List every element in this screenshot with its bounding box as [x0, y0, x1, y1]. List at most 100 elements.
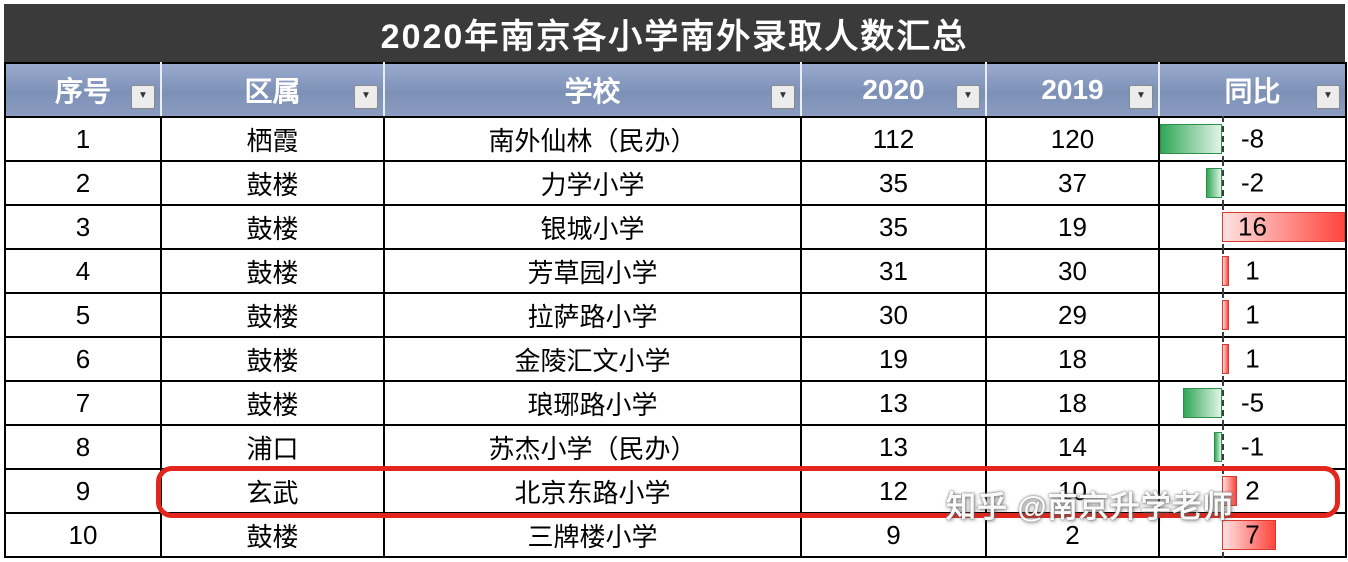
diff-value: 1	[1245, 255, 1260, 286]
cell-diff: -8	[1158, 116, 1347, 162]
cell-2019: 18	[985, 336, 1160, 382]
cell-diff: 7	[1158, 512, 1347, 558]
column-header-diff: 同比 ▼	[1158, 62, 1347, 118]
databar-axis	[1221, 424, 1224, 470]
table-title: 2020年南京各小学南外录取人数汇总	[4, 4, 1345, 62]
cell-no: 3	[4, 204, 162, 250]
databar	[1221, 344, 1230, 374]
cell-2020: 31	[800, 248, 987, 294]
cell-no: 7	[4, 380, 162, 426]
cell-2020: 13	[800, 424, 987, 470]
table-row: 1 栖霞 南外仙林（民办） 112 120 -8	[4, 116, 1347, 162]
column-header-label: 学校	[564, 76, 621, 107]
filter-dropdown-button[interactable]: ▼	[1316, 85, 1340, 109]
cell-district: 鼓楼	[160, 336, 385, 382]
databar	[1221, 300, 1230, 330]
cell-no: 2	[4, 160, 162, 206]
table-row: 6 鼓楼 金陵汇文小学 19 18 1	[4, 336, 1347, 382]
filter-dropdown-button[interactable]: ▼	[354, 85, 378, 109]
cell-no: 4	[4, 248, 162, 294]
databar	[1160, 124, 1222, 154]
cell-diff: -1	[1158, 424, 1347, 470]
cell-district: 玄武	[160, 468, 385, 514]
cell-district: 鼓楼	[160, 292, 385, 338]
header-row: 序号 ▼ 区属 ▼ 学校 ▼ 2020 ▼	[4, 62, 1347, 118]
cell-district: 栖霞	[160, 116, 385, 162]
cell-no: 5	[4, 292, 162, 338]
filter-dropdown-button[interactable]: ▼	[771, 85, 795, 109]
table-row: 2 鼓楼 力学小学 35 37 -2	[4, 160, 1347, 206]
table-row: 4 鼓楼 芳草园小学 31 30 1	[4, 248, 1347, 294]
column-header-district: 区属 ▼	[160, 62, 385, 118]
databar-axis	[1221, 160, 1224, 206]
databar	[1221, 476, 1238, 506]
diff-value: 7	[1245, 519, 1260, 550]
cell-2020: 112	[800, 116, 987, 162]
watermark: 知乎 @南京升学老师	[946, 491, 1234, 524]
cell-school: 琅琊路小学	[383, 380, 802, 426]
diff-value: -8	[1240, 123, 1265, 154]
cell-2020: 35	[800, 160, 987, 206]
cell-school: 三牌楼小学	[383, 512, 802, 558]
column-header-no: 序号 ▼	[4, 62, 162, 118]
cell-district: 鼓楼	[160, 204, 385, 250]
table-row: 3 鼓楼 银城小学 35 19 16	[4, 204, 1347, 250]
table-row-highlighted: 9 玄武 北京东路小学 12 10 2	[4, 468, 1347, 514]
column-header-2019: 2019 ▼	[985, 62, 1160, 118]
cell-2020: 13	[800, 380, 987, 426]
filter-dropdown-button[interactable]: ▼	[131, 85, 155, 109]
diff-value: 16	[1238, 211, 1267, 242]
cell-no: 9	[4, 468, 162, 514]
cell-2020: 12	[800, 468, 987, 514]
cell-diff: -5	[1158, 380, 1347, 426]
databar	[1206, 168, 1222, 198]
databar	[1221, 520, 1276, 550]
cell-school: 拉萨路小学	[383, 292, 802, 338]
cell-school: 金陵汇文小学	[383, 336, 802, 382]
summary-table: 2020年南京各小学南外录取人数汇总 序号 ▼ 区属 ▼ 学校	[4, 4, 1347, 558]
filter-dropdown-button[interactable]: ▼	[956, 85, 980, 109]
column-header-label: 区属	[244, 76, 301, 107]
cell-district: 浦口	[160, 424, 385, 470]
cell-2020: 30	[800, 292, 987, 338]
cell-2020: 9	[800, 512, 987, 558]
databar	[1213, 432, 1222, 462]
cell-district: 鼓楼	[160, 512, 385, 558]
diff-value: 2	[1245, 475, 1260, 506]
cell-school: 苏杰小学（民办）	[383, 424, 802, 470]
cell-2019: 30	[985, 248, 1160, 294]
diff-value: -5	[1240, 387, 1265, 418]
column-header-school: 学校 ▼	[383, 62, 802, 118]
filter-dropdown-button[interactable]: ▼	[1129, 85, 1153, 109]
cell-2019: 29	[985, 292, 1160, 338]
column-header-2020: 2020 ▼	[800, 62, 987, 118]
cell-2020: 35	[800, 204, 987, 250]
cell-diff: 1	[1158, 248, 1347, 294]
column-header-label: 2019	[1041, 74, 1104, 105]
column-header-label: 同比	[1224, 76, 1281, 107]
cell-district: 鼓楼	[160, 160, 385, 206]
databar-axis	[1221, 116, 1224, 162]
column-header-label: 2020	[862, 74, 925, 105]
diff-value: 1	[1245, 299, 1260, 330]
cell-diff: 1	[1158, 336, 1347, 382]
diff-value: 1	[1245, 343, 1260, 374]
diff-value: -2	[1240, 167, 1265, 198]
cell-no: 10	[4, 512, 162, 558]
databar	[1221, 256, 1230, 286]
cell-district: 鼓楼	[160, 248, 385, 294]
cell-2019: 18	[985, 380, 1160, 426]
databar	[1183, 388, 1222, 418]
cell-school: 芳草园小学	[383, 248, 802, 294]
cell-no: 1	[4, 116, 162, 162]
cell-school: 力学小学	[383, 160, 802, 206]
cell-2019: 10	[985, 468, 1160, 514]
column-header-label: 序号	[54, 76, 111, 107]
cell-no: 6	[4, 336, 162, 382]
databar	[1221, 212, 1345, 242]
data-table: 序号 ▼ 区属 ▼ 学校 ▼ 2020 ▼	[4, 62, 1347, 558]
table-row: 8 浦口 苏杰小学（民办） 13 14 -1	[4, 424, 1347, 470]
cell-2019: 19	[985, 204, 1160, 250]
cell-diff: 16	[1158, 204, 1347, 250]
